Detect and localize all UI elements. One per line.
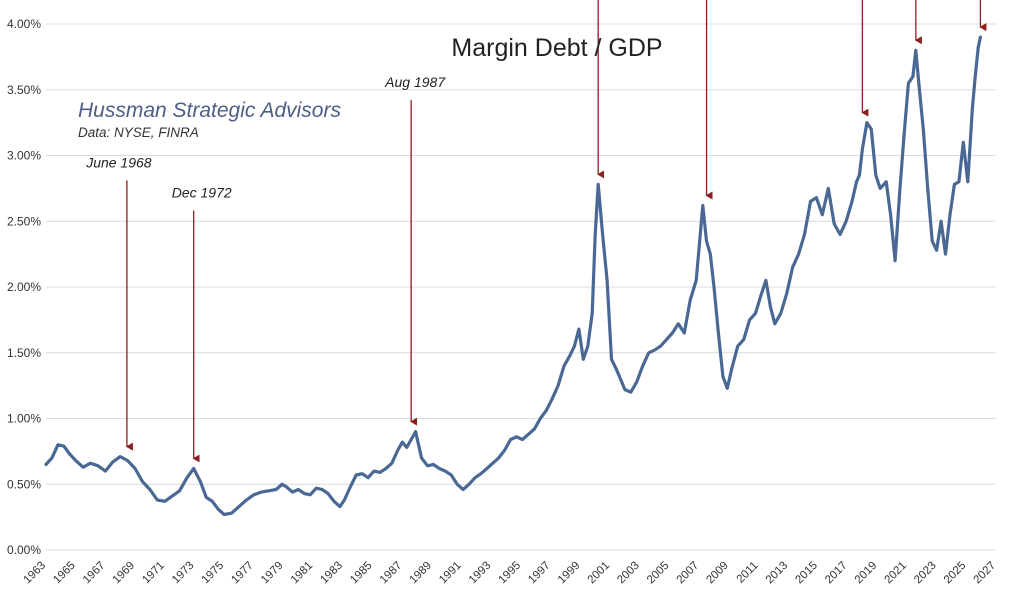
x-tick-label: 2019 [853,560,880,587]
x-tick-label: 1991 [437,560,464,587]
x-tick-label: 2003 [615,560,642,587]
x-tick-label: 1997 [526,560,553,587]
x-tick-label: 1987 [378,560,405,587]
gridlines [46,23,996,551]
y-tick-label: 0.00% [7,543,41,557]
x-tick-label: 1967 [81,560,108,587]
brand-label: Hussman Strategic Advisors [78,99,341,122]
x-tick-label: 1993 [467,560,494,587]
x-axis-ticks: 1963 1965 1967 1969 1971 1973 1975 1977 1979 1981… [22,560,999,587]
x-tick-label: 1971 [140,560,167,587]
x-tick-label: 1983 [318,560,345,587]
margin-debt-line [44,35,983,517]
y-tick-label: 4.00% [7,17,41,31]
y-tick-label: 1.00% [7,412,41,426]
y-tick-label: 3.50% [7,83,41,97]
x-tick-label: 1989 [407,560,434,587]
x-tick-label: 2023 [912,560,939,587]
x-tick-label: 2027 [972,560,999,587]
source-label: Data: NYSE, FINRA [78,125,199,140]
x-tick-label: 1965 [51,560,78,587]
y-tick-label: 3.00% [7,149,41,163]
x-tick-label: 2025 [942,560,969,587]
x-tick-label: 1973 [170,560,197,587]
y-tick-label: 1.50% [7,346,41,360]
x-tick-label: 1979 [259,560,286,587]
x-tick-label: 2001 [586,560,613,587]
x-tick-label: 1981 [289,560,316,587]
y-tick-label: 2.50% [7,214,41,228]
x-tick-label: 1975 [200,560,227,587]
x-tick-label: 1977 [229,560,256,587]
annotation-label: June 1968 [85,154,152,170]
x-tick-label: 1963 [22,560,49,587]
x-tick-label: 2005 [645,560,672,587]
x-tick-label: 1969 [111,560,138,587]
annotation-label: Aug 1987 [384,74,446,90]
x-tick-label: 2015 [793,560,820,587]
x-tick-label: 2011 [735,560,761,586]
x-tick-label: 2013 [764,560,791,587]
chart-title: Margin Debt / GDP [451,34,662,62]
x-tick-label: 1995 [497,560,524,587]
x-tick-label: 2017 [823,560,850,587]
x-tick-label: 2007 [675,560,702,587]
y-tick-label: 2.00% [7,280,41,294]
x-tick-label: 2009 [704,560,731,587]
x-tick-label: 1985 [348,560,375,587]
x-tick-label: 1999 [556,560,583,587]
series-lines [44,35,983,517]
annotation-label: Dec 1972 [172,185,232,201]
x-tick-label: 2021 [882,560,909,587]
y-tick-label: 0.50% [7,477,41,491]
y-axis-ticks: 0.00% 0.50% 1.00% 1.50% 2.00% 2.50% 3.00% 3.50%… [7,17,41,557]
